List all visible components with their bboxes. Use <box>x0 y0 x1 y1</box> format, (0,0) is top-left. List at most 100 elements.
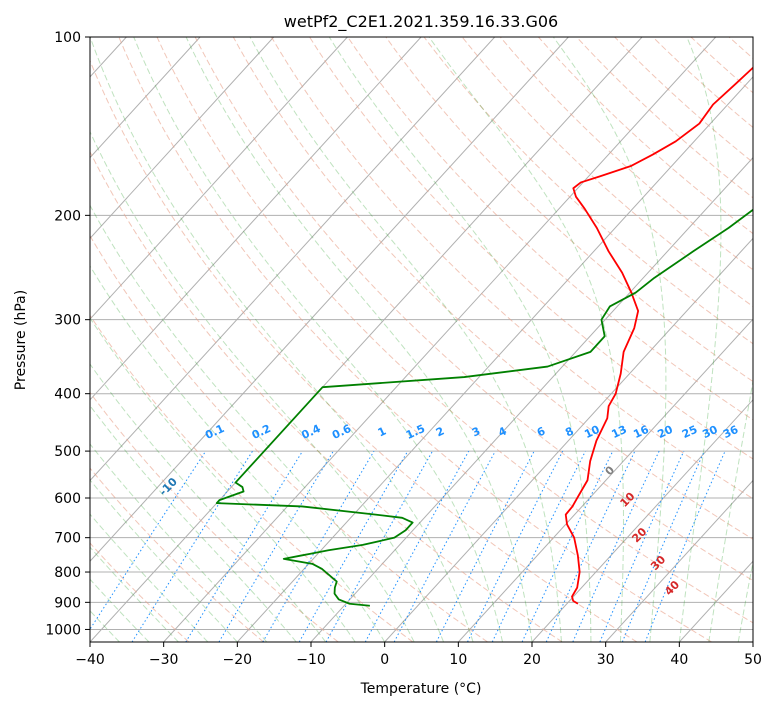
isotherm-line <box>384 237 753 642</box>
isotherm-line <box>236 76 753 642</box>
y-tick-label: 300 <box>54 313 81 329</box>
x-tick-label: −10 <box>296 652 326 668</box>
temperature-profile-line <box>564 66 753 605</box>
series-lines <box>215 66 753 607</box>
dry-adiabat-line <box>538 37 753 235</box>
mixing-ratio-label: 2 <box>434 425 446 440</box>
moist-adiabat-label: 40 <box>662 578 682 598</box>
mixing-ratio-line <box>364 450 470 642</box>
moist-adiabat-line <box>708 378 753 642</box>
moist-adiabat-line <box>90 363 327 642</box>
moist-adiabat-line <box>428 37 624 642</box>
dry-adiabat-line <box>652 37 753 129</box>
isotherm-line <box>90 37 348 320</box>
moist-adiabat-line <box>90 404 297 642</box>
moist-adiabat-line <box>328 37 592 642</box>
y-tick-label: 100 <box>54 30 81 46</box>
dry-adiabat-line <box>194 37 753 582</box>
dry-adiabat-line <box>90 391 339 642</box>
moist-adiabat-line <box>737 559 753 642</box>
moist-adiabat-line <box>90 546 179 642</box>
isotherm-line <box>457 318 753 642</box>
moist-adiabat-line <box>90 479 238 642</box>
mixing-ratio-label: 13 <box>610 423 629 441</box>
y-tick-label: 600 <box>54 491 81 507</box>
moist-adiabat-line <box>90 37 474 642</box>
moist-adiabat-line <box>90 265 386 642</box>
x-tick-label: 0 <box>380 652 389 668</box>
dry-adiabat-line <box>728 37 753 60</box>
dry-adiabat-line <box>90 234 488 642</box>
isotherm-line <box>90 37 201 159</box>
dry-adiabat-line <box>90 467 264 642</box>
moist-adiabat-line <box>90 204 415 642</box>
mixing-ratio-label: 16 <box>631 423 651 441</box>
dry-adiabat-line <box>232 37 753 540</box>
y-tick-label: 400 <box>54 387 81 403</box>
moist-adiabat-label: 30 <box>648 553 668 573</box>
y-tick-label: 900 <box>54 595 81 611</box>
mixing-ratio-line <box>393 450 496 642</box>
x-tick-label: −20 <box>223 652 253 668</box>
dry-adiabat-line <box>90 59 638 642</box>
mixing-ratio-line <box>325 450 433 642</box>
mixing-ratio-line <box>185 450 303 642</box>
mixing-ratio-label: 0.1 <box>203 422 226 442</box>
mixing-ratio-label: 0.2 <box>250 422 273 442</box>
dry-adiabat-line <box>90 314 414 642</box>
mixing-ratio-line <box>131 450 254 642</box>
dry-adiabat-line <box>461 37 753 308</box>
y-tick-label: 200 <box>54 208 81 224</box>
moist-adiabat-line <box>249 37 562 642</box>
mixing-ratio-line <box>90 450 207 631</box>
mixing-ratio-label: 20 <box>656 423 676 441</box>
mixing-ratio-line <box>599 450 685 642</box>
dry-adiabat-line <box>690 37 753 94</box>
isotherm-line <box>605 479 753 642</box>
mixing-ratio-label: 1 <box>376 425 388 440</box>
isotherm-line <box>90 37 422 401</box>
moist-adiabat-line <box>552 37 667 642</box>
background-lines <box>90 37 775 642</box>
chart-title: wetPf2_C2E1.2021.359.16.33.G06 <box>284 12 558 32</box>
y-tick-label: 800 <box>54 565 81 581</box>
moist-adiabat-line <box>678 37 722 642</box>
isotherm-line <box>90 37 643 642</box>
moist-adiabat-line <box>133 37 504 642</box>
mixing-ratio-label: 1.5 <box>404 422 427 442</box>
x-tick-label: −40 <box>75 652 105 668</box>
mixing-ratio-label: 36 <box>721 423 741 441</box>
mixing-ratio-line <box>644 450 726 642</box>
mixing-ratio-label: 10 <box>582 423 602 441</box>
isotherm-line <box>90 37 569 563</box>
moist-adiabat-line <box>185 37 533 642</box>
plot-frame <box>89 36 754 643</box>
mixing-ratio-label: 0.4 <box>299 422 322 442</box>
moist-adiabat-label: 10 <box>618 490 638 510</box>
dry-adiabat-line <box>90 150 563 642</box>
x-tick-label: −30 <box>149 652 179 668</box>
x-axis-label: Temperature (°C) <box>360 681 482 697</box>
mixing-ratio-line <box>467 450 564 642</box>
dry-adiabat-line <box>767 37 775 642</box>
moist-adiabat-line <box>90 130 445 642</box>
dry-adiabat-line <box>347 37 753 421</box>
mixing-ratio-label: 30 <box>700 423 720 441</box>
mixing-ratio-line <box>621 450 705 642</box>
mixing-ratio-label: 8 <box>563 425 575 440</box>
x-axis-ticks: −40 −30 −20 −10 0 10 20 30 40 50 <box>75 642 762 668</box>
y-tick-label: 700 <box>54 531 81 547</box>
mixing-ratio-label: 3 <box>470 424 482 439</box>
moist-adiabat-line <box>90 513 209 642</box>
dry-adiabat-line <box>271 37 753 500</box>
y-axis-label: Pressure (hPa) <box>13 290 29 390</box>
mixing-ratio-label: 25 <box>680 423 699 441</box>
isotherm-line <box>752 641 753 642</box>
moist-adiabat-label: 20 <box>629 525 649 545</box>
dry-adiabat-line <box>576 37 753 199</box>
moist-adiabat-line <box>90 317 356 642</box>
dewpoint-profile-line <box>215 208 753 607</box>
x-tick-label: 10 <box>449 652 467 668</box>
isotherm-line <box>163 37 717 642</box>
